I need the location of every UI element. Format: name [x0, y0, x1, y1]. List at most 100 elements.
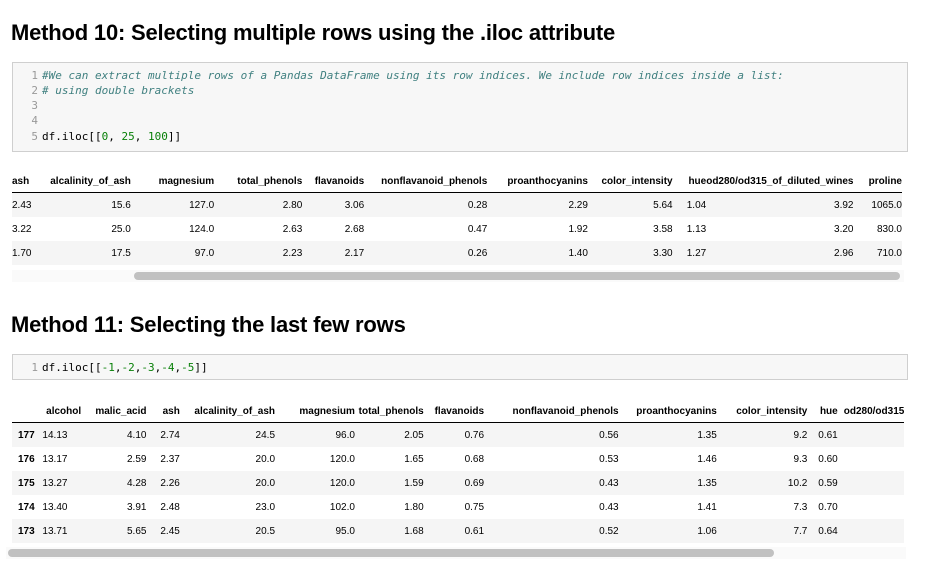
- table-cell: 2.23: [214, 241, 303, 265]
- code-number: 25: [121, 130, 135, 143]
- table-cell: [838, 447, 904, 471]
- table-cell: 3.20: [834, 223, 854, 235]
- code-punct: ,: [134, 130, 148, 143]
- table-cell: 124.0: [189, 223, 215, 235]
- table-cell: 0.64: [807, 519, 838, 543]
- index-header: [12, 400, 43, 423]
- row-index: 173: [12, 519, 43, 543]
- row-index: 175: [12, 471, 43, 495]
- table-cell: 4.10: [81, 422, 147, 447]
- table-cell: 0.43: [599, 501, 619, 513]
- code-number: 100: [147, 130, 168, 143]
- table-cell: 23.0: [255, 501, 276, 513]
- code-cell-method-10[interactable]: 1 #We can extract multiple rows of a Pand…: [12, 62, 908, 152]
- column-header: alcalinity_of_ash: [179, 400, 276, 423]
- column-header: proline: [853, 170, 902, 193]
- table-cell: 0.56: [484, 422, 619, 447]
- table-cell: 0.70: [818, 501, 838, 513]
- code-call-end: ]]: [167, 130, 182, 143]
- code-number: 0: [101, 130, 109, 143]
- code-number: -3: [141, 361, 155, 374]
- table-cell: 1065.0: [853, 192, 902, 217]
- table-cell: 2.63: [282, 223, 303, 235]
- line-number: 2: [31, 84, 38, 97]
- table-cell: 5.64: [587, 192, 673, 217]
- column-header: nonflavanoid_phenols: [364, 170, 488, 193]
- code-punct: ,: [114, 361, 122, 374]
- table-cell: 15.6: [33, 192, 131, 217]
- column-header: flavanoids: [302, 170, 365, 193]
- code-number: -4: [161, 361, 175, 374]
- table-cell: [838, 495, 904, 519]
- line-number: 5: [31, 130, 38, 143]
- column-header: od280/od315: [837, 400, 904, 423]
- table-cell: 14.13: [42, 422, 82, 447]
- table-cell: 1.27: [672, 241, 707, 265]
- code-line-4: 4: [13, 113, 42, 128]
- table-cell: 0.53: [599, 453, 619, 465]
- table-cell: 2.74: [146, 422, 180, 447]
- table-cell: 20.0: [179, 471, 276, 495]
- column-header: total_phenols: [354, 400, 424, 423]
- table-cell: 3.30: [587, 241, 673, 265]
- code-number: -2: [121, 361, 135, 374]
- table-cell: 2.29: [487, 192, 588, 217]
- table-cell: 2.80: [214, 192, 303, 217]
- code-number: -5: [181, 361, 195, 374]
- table-cell: 7.7: [716, 519, 808, 543]
- column-header: color_intensity: [716, 400, 808, 423]
- table-cell: 1.35: [618, 422, 717, 447]
- table-cell: 9.2: [716, 422, 808, 447]
- table-cell: 13.71: [42, 519, 82, 543]
- code-line-3: 3: [13, 98, 42, 113]
- horizontal-scrollbar-thumb[interactable]: [8, 549, 774, 557]
- table-cell: 17.5: [33, 241, 131, 265]
- table-header-row: alcohol malic_acid ash alcalinity_of_ash…: [12, 400, 904, 423]
- column-header: ash: [146, 400, 180, 423]
- line-number: 1: [31, 361, 38, 374]
- column-header: hue: [672, 170, 707, 193]
- table-cell: 0.47: [467, 223, 488, 235]
- dataframe-output-method-10: ash alcalinity_of_ash magnesium total_ph…: [12, 170, 902, 265]
- table-cell: 0.60: [818, 453, 838, 465]
- code-comment: #We can extract multiple rows of a Panda…: [42, 69, 784, 82]
- table-row: 1.70 17.5 97.0 2.23 2.17 0.26 1.40 3.30 …: [12, 241, 902, 265]
- table-cell: 9.3: [793, 453, 808, 465]
- table-cell: 2.43: [12, 192, 34, 217]
- table-cell: 127.0: [130, 192, 215, 217]
- code-line-1: 1 #We can extract multiple rows of a Pand…: [13, 68, 784, 83]
- column-header: proanthocyanins: [487, 170, 588, 193]
- table-cell: 1.13: [686, 223, 707, 235]
- horizontal-scrollbar-thumb[interactable]: [134, 272, 900, 280]
- code-call: df.iloc[[: [42, 361, 102, 374]
- table-cell: 20.0: [255, 453, 276, 465]
- table-cell: 13.17: [42, 453, 68, 465]
- table-cell: 0.69: [423, 471, 485, 495]
- table-row: 175 13.27 4.28 2.26 20.0 120.0 1.59 0.69…: [12, 471, 904, 495]
- column-header: alcohol: [42, 400, 82, 423]
- table-cell: 1.35: [618, 471, 717, 495]
- table-row: 173 13.71 5.65 2.45 20.5 95.0 1.68 0.61 …: [12, 519, 904, 543]
- row-index: 176: [18, 453, 35, 465]
- table-cell: 120.0: [275, 471, 355, 495]
- table-cell: 1.68: [354, 519, 424, 543]
- table-cell: 24.5: [179, 422, 276, 447]
- dataframe-viewport: alcohol malic_acid ash alcalinity_of_ash…: [0, 400, 904, 545]
- table-cell: 0.61: [807, 422, 838, 447]
- line-number: 4: [31, 114, 38, 127]
- table-cell: 0.75: [464, 501, 485, 513]
- table-cell: 0.76: [423, 422, 485, 447]
- table-cell: 20.5: [179, 519, 276, 543]
- table-cell: [837, 422, 904, 447]
- table-cell: 2.68: [344, 223, 365, 235]
- line-number: 1: [31, 69, 38, 82]
- column-header: proanthocyanins: [618, 400, 717, 423]
- table-cell: 1.40: [487, 241, 588, 265]
- code-punct: ,: [154, 361, 162, 374]
- table-cell: 2.05: [354, 422, 424, 447]
- column-header: color_intensity: [587, 170, 673, 193]
- table-cell: 3.58: [653, 223, 673, 235]
- table-cell: 97.0: [130, 241, 215, 265]
- table-cell: 10.2: [716, 471, 808, 495]
- code-cell-method-11[interactable]: 1 df.iloc[[-1,-2,-3,-4,-5]]: [12, 354, 908, 380]
